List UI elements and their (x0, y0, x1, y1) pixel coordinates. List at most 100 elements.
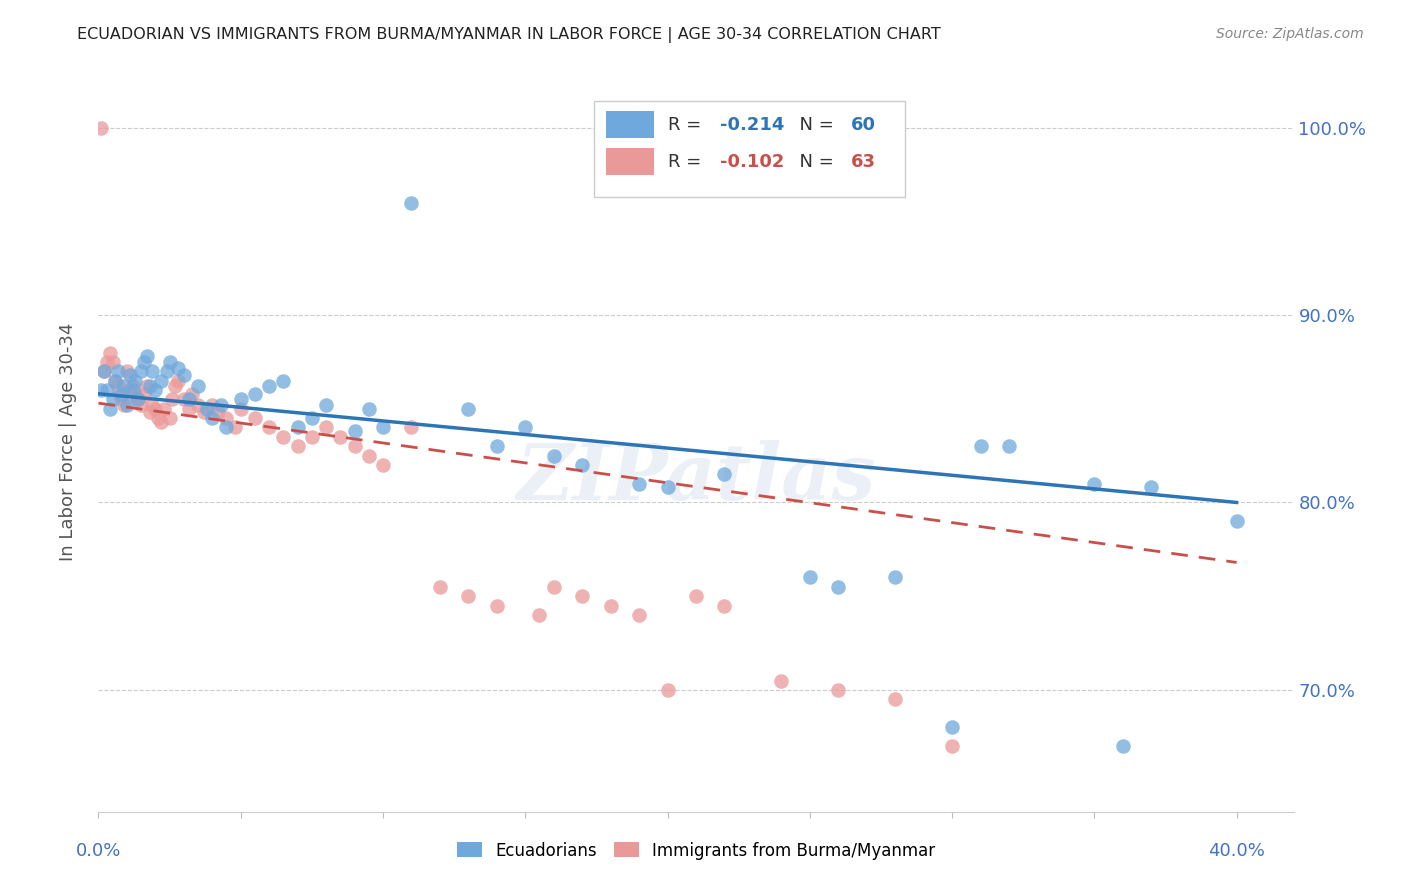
Point (110, 386, 132, 401)
Point (243, 386, 266, 401)
Point (827, 682, 849, 697)
FancyBboxPatch shape (606, 148, 654, 175)
Point (998, 439, 1021, 453)
Point (143, 383, 166, 397)
Point (485, 599, 508, 613)
Point (599, 599, 621, 613)
Point (357, 449, 380, 463)
Point (132, 386, 155, 401)
Point (273, 374, 295, 388)
Point (121, 379, 143, 393)
Point (127, 392, 149, 407)
Point (96, 355, 118, 369)
Point (129, 398, 152, 412)
Point (110, 392, 132, 407)
Point (187, 398, 209, 412)
Point (209, 398, 232, 412)
Point (129, 364, 152, 378)
Point (96, 383, 118, 397)
Point (343, 439, 366, 453)
Text: N =: N = (787, 116, 839, 134)
Point (401, 195, 423, 210)
Point (243, 411, 266, 425)
Point (543, 449, 565, 463)
Point (162, 392, 184, 407)
Text: Source: ZipAtlas.com: Source: ZipAtlas.com (1216, 27, 1364, 41)
Legend: Ecuadorians, Immigrants from Burma/Myanmar: Ecuadorians, Immigrants from Burma/Myanm… (450, 835, 942, 866)
Point (628, 476, 651, 491)
Point (104, 374, 127, 388)
Point (138, 405, 160, 419)
Point (827, 580, 849, 594)
Point (143, 401, 166, 416)
Point (287, 439, 309, 453)
Text: -0.214: -0.214 (720, 116, 785, 134)
Point (98, 345, 121, 359)
Point (229, 401, 252, 416)
Point (127, 392, 149, 407)
Point (770, 673, 793, 688)
Point (884, 692, 907, 706)
Text: 60: 60 (852, 116, 876, 134)
Point (173, 368, 195, 382)
Point (657, 480, 679, 494)
Point (90, 120, 112, 135)
Point (179, 401, 201, 416)
Point (173, 392, 195, 407)
Point (657, 682, 679, 697)
Point (301, 430, 323, 444)
Point (201, 411, 224, 425)
Point (315, 398, 337, 412)
Point (371, 420, 394, 434)
Point (150, 374, 173, 388)
Point (115, 364, 138, 378)
Point (941, 739, 963, 753)
Text: ECUADORIAN VS IMMIGRANTS FROM BURMA/MYANMAR IN LABOR FORCE | AGE 30-34 CORRELATI: ECUADORIAN VS IMMIGRANTS FROM BURMA/MYAN… (77, 27, 941, 43)
Point (156, 364, 179, 378)
Point (941, 720, 963, 734)
Point (401, 420, 423, 434)
Point (257, 420, 280, 434)
Point (287, 420, 309, 434)
Point (224, 420, 246, 434)
Text: N =: N = (787, 153, 839, 170)
Point (713, 599, 735, 613)
Point (115, 398, 138, 412)
Point (135, 349, 157, 363)
Text: 63: 63 (852, 153, 876, 170)
Point (229, 392, 252, 407)
Point (1226, 514, 1249, 528)
Text: 0.0%: 0.0% (76, 842, 121, 860)
Point (101, 392, 124, 407)
Point (969, 439, 991, 453)
Point (93, 364, 115, 378)
Point (159, 411, 181, 425)
Point (93, 364, 115, 378)
Point (628, 607, 651, 622)
Point (884, 570, 907, 584)
Point (215, 420, 238, 434)
Point (301, 411, 323, 425)
Point (329, 430, 352, 444)
Point (685, 589, 707, 603)
Point (167, 360, 190, 375)
Point (150, 415, 173, 429)
Point (141, 398, 163, 412)
Text: R =: R = (668, 116, 707, 134)
Text: 40.0%: 40.0% (1208, 842, 1265, 860)
Point (457, 401, 479, 416)
Point (571, 458, 593, 472)
Point (187, 379, 209, 393)
Point (112, 379, 135, 393)
Point (207, 405, 229, 419)
Point (195, 401, 218, 416)
Point (1140, 480, 1163, 494)
Point (273, 430, 295, 444)
Point (159, 355, 181, 369)
Point (124, 374, 146, 388)
Point (215, 411, 238, 425)
Point (121, 383, 143, 397)
Point (485, 439, 508, 453)
Point (201, 398, 224, 412)
Point (543, 580, 565, 594)
